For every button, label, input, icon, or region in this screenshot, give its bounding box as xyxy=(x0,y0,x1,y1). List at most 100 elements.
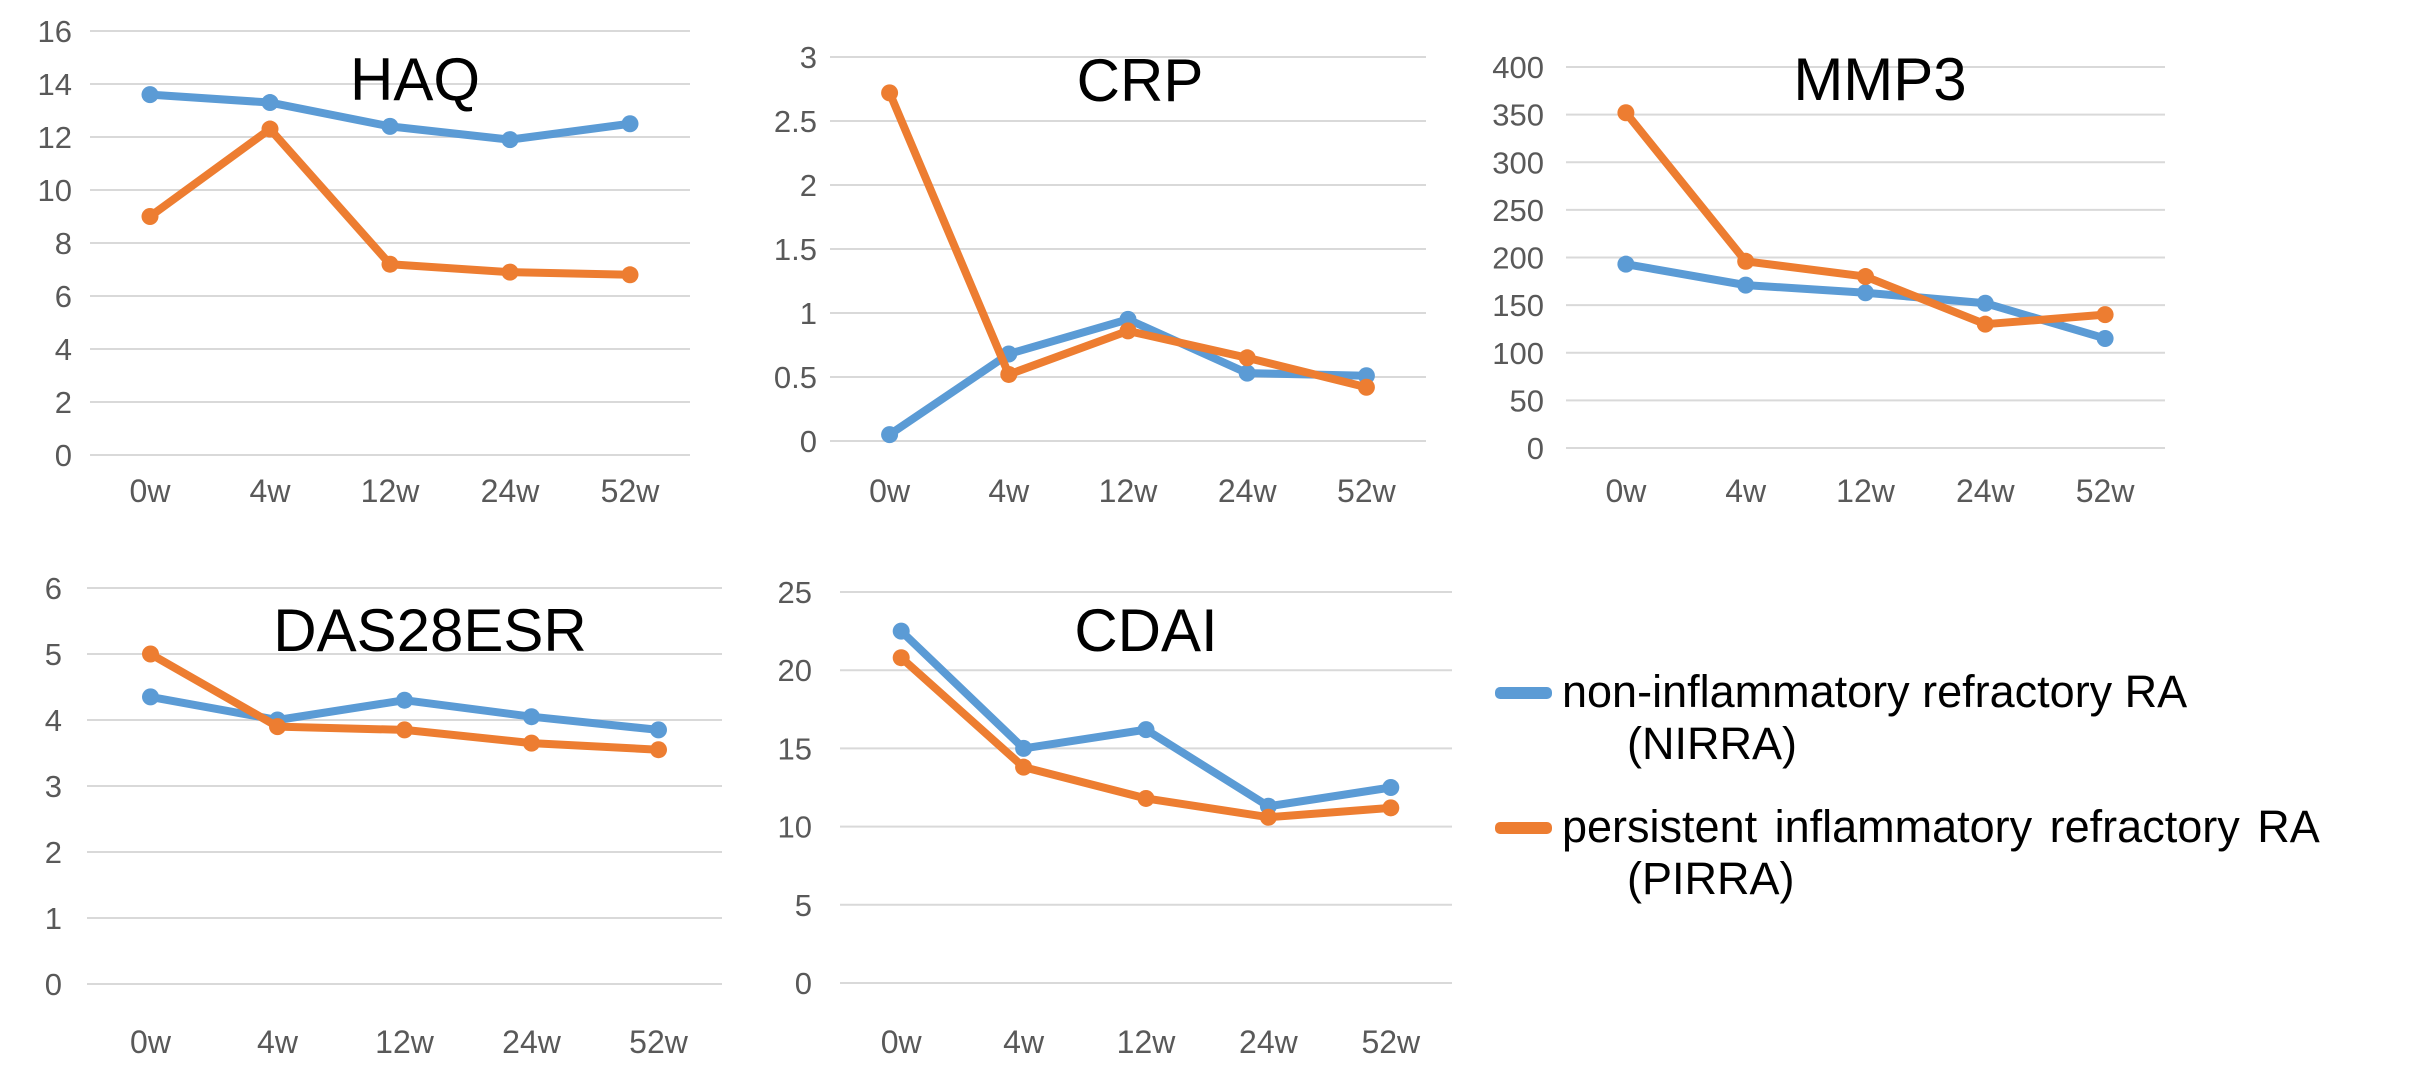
x-tick-label: 4w xyxy=(1725,473,1767,509)
x-tick-label: 4w xyxy=(257,1024,299,1060)
series-pirra-line xyxy=(146,125,634,279)
x-tick-label: 12w xyxy=(1099,473,1159,509)
y-tick-label: 10 xyxy=(38,173,72,208)
legend-swatch-pirra-icon xyxy=(1495,822,1552,834)
chart-das28esr: 0 1 2 3 4 5 6 0w 4w 12w 24w 52w DAS28ESR xyxy=(45,571,722,1060)
series-pirra-marker xyxy=(1238,349,1256,367)
y-tick-label: 350 xyxy=(1492,98,1544,133)
x-tick-label: 12w xyxy=(375,1024,435,1060)
y-tick-label: 100 xyxy=(1492,336,1544,371)
y-tick-label: 2 xyxy=(55,385,72,420)
y-tick-label: 3 xyxy=(45,769,62,804)
series-nirra-marker xyxy=(523,708,540,726)
series-nirra-marker xyxy=(142,688,159,706)
chart-mmp3: 0 50 100 150 200 250 300 350 400 0w 4w 12w 24w 52w MMP… xyxy=(1492,46,2165,509)
x-tick-label: 12w xyxy=(1836,473,1896,509)
series-nirra-marker xyxy=(1617,255,1635,273)
y-tick-label: 16 xyxy=(38,14,72,49)
series-pirra-marker xyxy=(881,84,899,102)
series-pirra-marker xyxy=(269,718,286,736)
series-nirra-marker xyxy=(621,115,639,133)
series-pirra-marker xyxy=(261,120,279,138)
y-tick-label: 1 xyxy=(45,901,62,936)
y-tick-label: 25 xyxy=(778,575,812,610)
chart-crp: 0 0.5 1 1.5 2 2.5 3 0w 4w 12w 24w 52w CRP xyxy=(774,40,1426,509)
series-nirra-marker xyxy=(141,86,159,104)
y-tick-label: 15 xyxy=(778,731,812,766)
y-tick-label: 2 xyxy=(45,835,62,870)
series-pirra-marker xyxy=(621,266,639,284)
x-tick-label: 24w xyxy=(1218,473,1278,509)
y-tick-label: 0 xyxy=(800,424,817,459)
legend-item-nirra: non-inflammatory refractory RA (NIRRA) xyxy=(1495,666,2187,770)
y-tick-label: 1 xyxy=(800,296,817,331)
y-tick-label: 3 xyxy=(800,40,817,75)
y-tick-label: 5 xyxy=(45,637,62,672)
y-tick-label: 400 xyxy=(1492,50,1544,85)
chart-haq: 0 2 4 6 8 10 12 14 16 0w 4w 12w 24w 52w HAQ xyxy=(38,14,690,509)
series-nirra-marker xyxy=(2096,329,2114,347)
y-tick-label: 300 xyxy=(1492,145,1544,180)
y-tick-label: 10 xyxy=(778,810,812,845)
y-tick-label: 8 xyxy=(55,226,72,261)
x-tick-label: 0w xyxy=(869,473,911,509)
legend-label-pirra: persistent inflammatory refractory RA xyxy=(1562,801,2320,852)
series-pirra-marker xyxy=(650,741,667,759)
chart-cdai: 0 5 10 15 20 25 0w 4w 12w 24w 52w CDAI xyxy=(778,575,1452,1060)
x-tick-label: 4w xyxy=(988,473,1030,509)
y-tick-label: 6 xyxy=(45,571,62,606)
y-tick-label: 4 xyxy=(55,332,72,367)
x-tick-label: 24w xyxy=(1239,1024,1299,1060)
y-tick-label: 20 xyxy=(778,653,812,688)
y-tick-label: 2 xyxy=(800,168,817,203)
x-tick-label: 4w xyxy=(1003,1024,1045,1060)
series-pirra-marker xyxy=(1976,315,1994,333)
y-tick-label: 0 xyxy=(45,967,62,1002)
y-tick-label: 150 xyxy=(1492,288,1544,323)
series-pirra-marker xyxy=(141,208,159,225)
series-pirra-marker xyxy=(2096,306,2114,324)
series-pirra-marker xyxy=(892,649,910,667)
series-pirra-marker xyxy=(396,721,413,739)
legend-label-nirra: non-inflammatory refractory RA xyxy=(1562,666,2188,717)
series-nirra-marker xyxy=(1857,284,1874,302)
x-tick-label: 52w xyxy=(601,473,661,509)
series-nirra-marker xyxy=(396,691,413,709)
series-pirra-line xyxy=(885,88,1371,392)
series-nirra-marker xyxy=(381,117,399,135)
x-tick-label: 4w xyxy=(250,473,292,509)
series-pirra-marker xyxy=(1000,365,1018,383)
series-nirra-marker xyxy=(1382,779,1400,796)
series-nirra-marker xyxy=(501,131,519,149)
series-nirra-marker xyxy=(1976,294,1994,312)
x-tick-label: 12w xyxy=(361,473,421,509)
series-pirra-marker xyxy=(1382,799,1400,817)
chart-title: CDAI xyxy=(1074,597,1217,664)
x-tick-label: 24w xyxy=(1956,473,2016,509)
series-nirra-marker xyxy=(1137,721,1155,739)
series-pirra-marker xyxy=(523,734,540,752)
y-tick-label: 0 xyxy=(1527,431,1544,466)
series-pirra-marker xyxy=(1737,252,1755,270)
legend-label-nirra-abbrev: (NIRRA) xyxy=(1627,718,1797,769)
series-nirra-marker xyxy=(1737,276,1755,294)
series-nirra-marker xyxy=(1015,739,1033,757)
x-tick-label: 24w xyxy=(502,1024,562,1060)
legend-item-pirra: persistent inflammatory refractory RA (P… xyxy=(1495,801,2320,905)
series-nirra-marker xyxy=(650,721,667,739)
legend-swatch-nirra-icon xyxy=(1495,687,1552,699)
series-nirra-marker xyxy=(1238,364,1256,382)
y-tick-label: 2.5 xyxy=(774,104,817,139)
series-pirra-marker xyxy=(1015,758,1033,776)
x-tick-label: 52w xyxy=(2076,473,2136,509)
series-nirra-marker xyxy=(881,426,899,444)
chart-title: HAQ xyxy=(350,46,480,113)
x-tick-label: 0w xyxy=(1605,473,1647,509)
series-pirra-marker xyxy=(1617,104,1635,122)
x-tick-label: 52w xyxy=(1361,1024,1421,1060)
y-tick-label: 200 xyxy=(1492,241,1544,276)
y-tick-label: 50 xyxy=(1510,383,1544,418)
legend-label-pirra-abbrev: (PIRRA) xyxy=(1627,853,1795,904)
chart-title: DAS28ESR xyxy=(273,597,586,664)
